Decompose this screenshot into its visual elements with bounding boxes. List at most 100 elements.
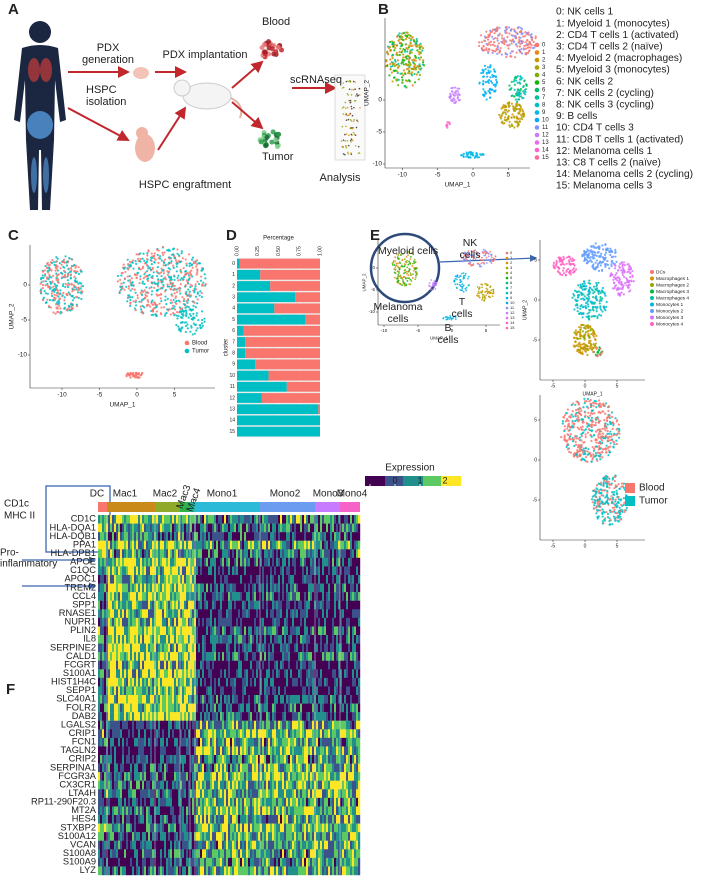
cell-point [433,280,436,283]
cell-point [171,301,174,304]
cell-point [465,289,468,292]
heatmap-cell [132,789,135,799]
cell-point [395,53,398,56]
cell-point [129,296,132,299]
heatmap-cell [126,566,129,576]
cluster-name: 10: CD4 T cells 3 [556,123,634,134]
cell-point [609,497,612,501]
cell-point [613,267,617,270]
legend-dot [505,251,509,255]
cell-point [579,328,582,331]
cell-point [495,78,498,82]
cell-point [421,61,425,64]
cell-point [77,272,81,276]
cell-point [355,126,358,129]
cell-point [516,102,519,105]
cell-point [522,112,525,116]
heatmap-cell [114,557,117,567]
y-tick-label: 9 [232,362,235,368]
legend-label: 9 [542,110,546,116]
heatmap-cell [128,626,131,636]
cell-point [516,45,519,48]
legend-label: 12 [542,133,549,139]
bar-segment [243,325,320,336]
heatmap-cell [136,746,139,756]
cell-point [43,269,46,272]
cell-point [445,124,448,127]
cell-point [620,482,623,485]
cluster-bar [260,502,315,512]
heatmap-cell [134,763,137,773]
panel-label: B [378,1,389,18]
heatmap-cell [114,617,117,627]
cell-point [481,286,483,289]
cell-point [593,502,596,505]
cell-point [460,272,463,275]
heatmap-cell [108,540,111,550]
cell-point [510,87,513,90]
heatmap-cell [134,617,137,627]
cell-point [489,70,492,73]
cell-point [598,402,602,405]
cell-point [472,263,475,265]
heatmap-cell [120,797,123,807]
cell-point [618,487,621,490]
cell-point [182,266,185,270]
bar-segment [245,337,320,347]
heatmap-cell [122,609,125,619]
cell-point [613,487,616,490]
cell-point [485,256,488,259]
heatmap-cell [108,609,111,619]
cell-point [192,304,195,307]
cell-point [75,264,78,267]
legend-dot [650,309,654,313]
heatmap-cell [122,686,125,696]
heatmap-cell [138,815,141,824]
legend-dot [650,322,654,326]
heatmap-cell [136,626,139,636]
colorbar-cell [439,476,442,486]
cell-point [149,259,152,262]
cell-point [606,419,609,422]
cell-point [601,451,604,454]
cell-point [144,271,147,274]
cell-point [627,281,630,284]
cell-point [575,437,578,440]
heatmap-cell [130,523,133,533]
cell-point [81,290,84,294]
cell-point [69,309,72,312]
cell-point [159,271,163,274]
cell-point [581,330,585,333]
cell-point [507,104,510,107]
heatmap-cell [102,780,105,790]
bar-segment [237,359,256,370]
cell-point [595,334,598,337]
cell-point [456,283,459,286]
heatmap-cell [134,677,137,687]
cell-point [515,79,518,82]
cell-point [498,32,501,35]
cell-point [515,121,518,124]
cell-point [608,477,611,480]
cell-point [356,119,358,122]
heatmap-cell [118,840,121,850]
cell-point [493,44,496,47]
heatmap-cell [112,523,115,533]
cell-point [179,283,182,286]
cell-point [594,261,597,264]
cell-point [563,429,566,433]
legend-dot [534,155,540,160]
heatmap-cell [138,549,141,559]
panel-label: E [370,227,380,244]
heatmap-cell [114,660,117,670]
cell-point [411,48,414,51]
cell-point [582,447,585,450]
cell-point [191,256,195,259]
cell-point [50,269,53,272]
cell-point [508,88,511,91]
heatmap-cell [122,695,125,704]
point-cloud [257,129,282,150]
heatmap-cell [130,755,133,764]
heatmap-cell [98,609,101,619]
cell-point [181,309,184,312]
